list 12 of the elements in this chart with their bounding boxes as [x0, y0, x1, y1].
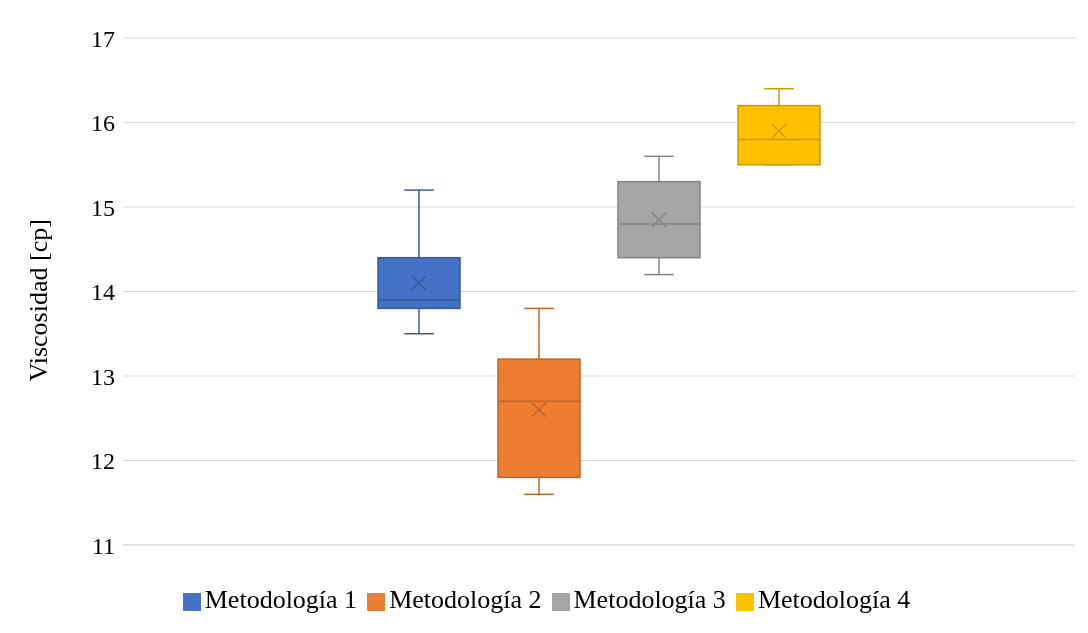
y-tick-label: 14 — [91, 279, 115, 306]
legend-label: Metodología 3 — [573, 585, 726, 614]
y-tick-label: 11 — [91, 532, 115, 559]
y-tick-label: 15 — [91, 194, 115, 221]
y-axis-title: Viscosidad [cp] — [24, 219, 54, 382]
y-tick-label: 17 — [91, 25, 115, 52]
legend-label: Metodología 1 — [204, 585, 358, 614]
y-tick-label: 16 — [91, 110, 115, 137]
legend-label: Metodología 4 — [757, 585, 911, 614]
y-tick-label: 13 — [91, 363, 115, 390]
legend-label: Metodología 2 — [389, 585, 542, 614]
y-tick-label: 12 — [91, 448, 115, 475]
